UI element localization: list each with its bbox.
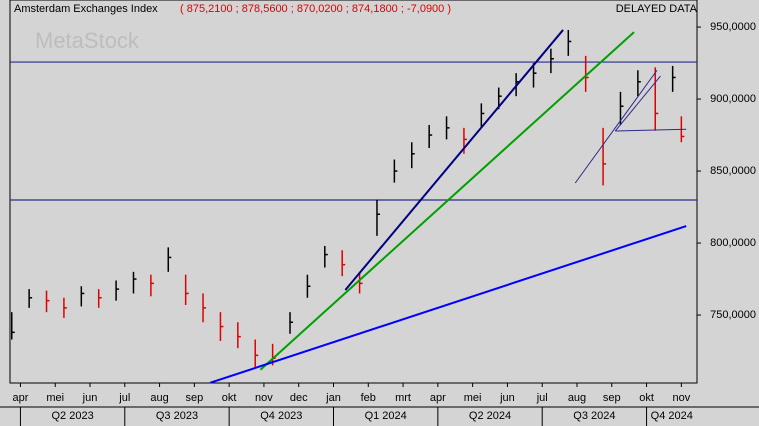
quarter-label: Q4 2023 xyxy=(260,410,302,422)
y-tick-label: 850,0000 xyxy=(710,165,756,177)
quote-value: 875,2100 xyxy=(187,3,233,15)
x-tick-label: nov xyxy=(255,392,273,404)
quote-value: 874,1800 xyxy=(352,3,398,15)
trend-line xyxy=(615,128,687,132)
x-tick-label: jun xyxy=(82,392,98,404)
y-tick-label: 800,0000 xyxy=(710,237,756,249)
quarter-label: Q2 2023 xyxy=(52,410,94,422)
trend-line xyxy=(574,69,658,184)
watermark: MetaStock xyxy=(35,28,140,53)
quote-value: 878,5600 xyxy=(242,3,288,15)
quarter-label: Q1 2024 xyxy=(365,410,407,422)
trend-line xyxy=(614,75,661,132)
status: DELAYED DATA xyxy=(616,3,698,15)
quarter-label: Q4 2024 xyxy=(651,410,693,422)
trend-line xyxy=(210,225,687,384)
chart-title: Amsterdam Exchanges Index xyxy=(14,3,158,15)
y-tick-label: 900,0000 xyxy=(710,93,756,105)
plot-area xyxy=(9,0,698,384)
quote-value: -7,0900 xyxy=(407,3,444,15)
quote: ( 875,2100 ; 878,5600 ; 870,0200 ; 874,1… xyxy=(180,3,451,15)
x-tick-label: mei xyxy=(46,392,64,404)
x-tick-label: jul xyxy=(536,392,548,404)
x-tick-label: sep xyxy=(185,392,203,404)
quarter-label: Q2 2024 xyxy=(469,410,511,422)
x-tick-label: jan xyxy=(325,392,341,404)
quarter-label: Q3 2023 xyxy=(156,410,198,422)
x-tick-label: nov xyxy=(672,392,690,404)
x-tick-label: jul xyxy=(118,392,130,404)
x-tick-label: apr xyxy=(430,392,446,404)
x-tick-label: mei xyxy=(464,392,482,404)
x-tick-label: aug xyxy=(150,392,168,404)
quote-value: 870,0200 xyxy=(297,3,343,15)
x-tick-label: feb xyxy=(361,392,376,404)
quarter-label: Q3 2024 xyxy=(573,410,615,422)
x-tick-label: okt xyxy=(639,392,654,404)
x-tick-label: aug xyxy=(568,392,586,404)
trend-line xyxy=(259,31,635,371)
x-tick-label: mrt xyxy=(395,392,411,404)
trend-line xyxy=(344,29,564,291)
x-tick-label: apr xyxy=(12,392,28,404)
x-tick-label: sep xyxy=(603,392,621,404)
x-tick-label: dec xyxy=(290,392,308,404)
y-tick-label: 750,0000 xyxy=(710,309,756,321)
x-tick-label: jun xyxy=(499,392,515,404)
x-tick-label: okt xyxy=(222,392,237,404)
y-tick-label: 950,0000 xyxy=(710,21,756,33)
